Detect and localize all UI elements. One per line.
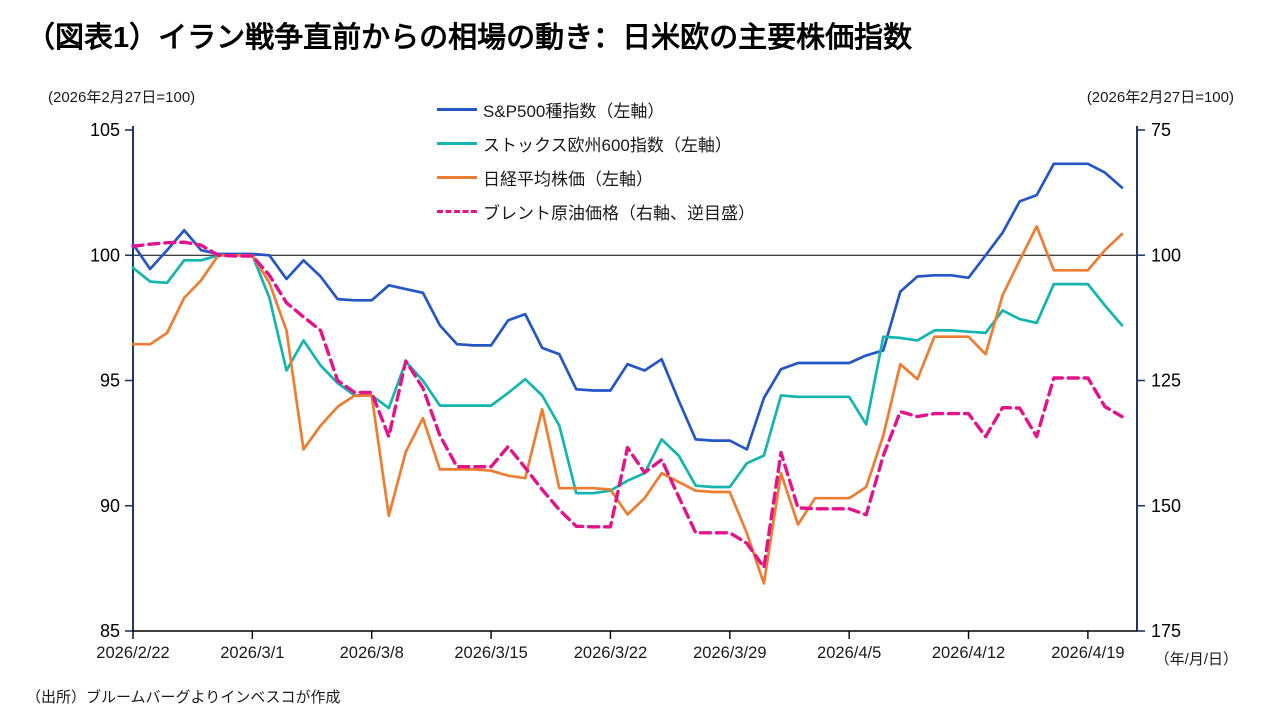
legend-label-brent: ブレント原油価格（右軸、逆目盛） xyxy=(483,204,755,223)
right-axis-tick-label: 150 xyxy=(1151,496,1181,516)
x-axis-tick-label: 2026/3/22 xyxy=(574,644,647,662)
x-axis-tick-label: 2026/4/19 xyxy=(1051,644,1124,662)
x-axis-tick-label: 2026/3/8 xyxy=(340,644,404,662)
legend-item-nikkei: 日経平均株価（左軸） xyxy=(437,165,755,190)
series-line-brent xyxy=(131,240,1124,570)
right-axis-tick-label: 75 xyxy=(1151,120,1171,140)
series-line-nikkei xyxy=(131,225,1124,585)
right-axis-tick-label: 125 xyxy=(1151,371,1181,391)
right-axis-tick-label: 175 xyxy=(1151,621,1181,641)
legend-line-swatch-sp500 xyxy=(437,108,477,111)
x-axis-tick-label: 2026/2/22 xyxy=(96,644,169,662)
page-title: （図表1）イラン戦争直前からの相場の動き：日米欧の主要株価指数 xyxy=(26,22,913,54)
x-axis-tick-label: 2026/4/12 xyxy=(932,644,1005,662)
legend-label-nikkei: 日経平均株価（左軸） xyxy=(483,170,653,189)
left-axis-tick-label: 90 xyxy=(100,496,120,516)
left-axis-note: (2026年2月27日=100) xyxy=(48,89,196,106)
series-line-stoxx600 xyxy=(131,253,1124,495)
legend-line-swatch-nikkei xyxy=(437,176,477,179)
left-axis-tick-label: 105 xyxy=(90,120,120,140)
x-axis-tick-label: 2026/3/1 xyxy=(220,644,284,662)
source-note: （出所）ブルームバーグよりインベスコが作成 xyxy=(26,689,341,706)
x-axis-tick-label: 2026/3/29 xyxy=(693,644,766,662)
left-axis-tick-label: 100 xyxy=(90,245,120,265)
legend-line-swatch-stoxx600 xyxy=(437,142,477,145)
x-axis-unit-label: （年/月/日） xyxy=(1154,651,1238,668)
legend-line-swatch-brent xyxy=(437,210,477,213)
left-axis-tick-label: 95 xyxy=(100,371,120,391)
x-axis-tick-label: 2026/4/5 xyxy=(817,644,881,662)
left-axis-tick-label: 85 xyxy=(100,621,120,641)
legend-item-brent: ブレント原油価格（右軸、逆目盛） xyxy=(437,199,755,224)
right-axis-note: (2026年2月27日=100) xyxy=(1086,89,1234,106)
x-axis-tick-label: 2026/3/15 xyxy=(454,644,527,662)
legend-label-stoxx600: ストックス欧州600指数（左軸） xyxy=(483,136,732,155)
right-axis-tick-label: 100 xyxy=(1151,245,1181,265)
chart-legend: S&P500種指数（左軸） ストックス欧州600指数（左軸） 日経平均株価（左軸） ブ… xyxy=(437,97,755,224)
legend-item-sp500: S&P500種指数（左軸） xyxy=(437,97,755,122)
legend-label-sp500: S&P500種指数（左軸） xyxy=(483,102,665,121)
legend-item-stoxx600: ストックス欧州600指数（左軸） xyxy=(437,131,755,156)
series-line-sp500 xyxy=(131,162,1124,451)
